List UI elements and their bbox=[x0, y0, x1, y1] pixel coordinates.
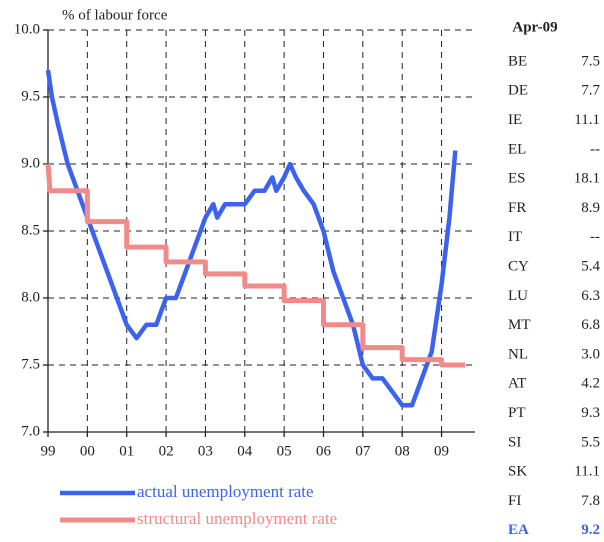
rate-value: 3.0 bbox=[581, 346, 600, 362]
rate-value: 18.1 bbox=[574, 171, 600, 187]
y-tick-label: 8.0 bbox=[21, 289, 40, 305]
rate-value: 9.3 bbox=[581, 405, 600, 421]
rate-value: 6.3 bbox=[581, 288, 600, 304]
country-code: AT bbox=[508, 376, 526, 392]
rate-value: 11.1 bbox=[574, 464, 600, 480]
rate-value: 5.5 bbox=[581, 434, 600, 450]
legend-label: structural unemployment rate bbox=[137, 509, 337, 528]
table-header: Apr-09 bbox=[512, 19, 557, 35]
country-code: IE bbox=[508, 112, 522, 128]
x-tick-label: 00 bbox=[80, 443, 95, 459]
x-tick-label: 04 bbox=[237, 443, 253, 459]
x-tick-label: 09 bbox=[434, 443, 449, 459]
country-code: EL bbox=[508, 141, 526, 157]
country-code: IT bbox=[508, 229, 522, 245]
x-tick-label: 08 bbox=[395, 443, 410, 459]
country-code: BE bbox=[508, 53, 527, 69]
y-tick-label: 10.0 bbox=[14, 21, 40, 37]
series-line bbox=[45, 69, 458, 408]
x-tick-label: 01 bbox=[119, 443, 134, 459]
rate-value: 7.8 bbox=[581, 493, 600, 509]
country-code: SI bbox=[508, 434, 521, 450]
country-code: MT bbox=[508, 317, 531, 333]
x-tick-label: 06 bbox=[316, 443, 332, 459]
y-tick-label: 7.5 bbox=[21, 356, 40, 372]
rate-value: 5.4 bbox=[581, 259, 600, 275]
country-code: PT bbox=[508, 405, 526, 421]
y-axis-label: % of labour force bbox=[62, 7, 168, 23]
country-code: DE bbox=[508, 83, 528, 99]
rate-value: 7.7 bbox=[581, 83, 600, 99]
rate-value: 6.8 bbox=[581, 317, 600, 333]
legend-label: actual unemployment rate bbox=[137, 482, 314, 501]
rate-value: 4.2 bbox=[581, 376, 600, 392]
y-tick-label: 8.5 bbox=[21, 222, 40, 238]
x-tick-label: 03 bbox=[198, 443, 213, 459]
country-code: EA bbox=[508, 522, 529, 538]
x-tick-label: 07 bbox=[355, 443, 371, 459]
y-tick-label: 9.5 bbox=[21, 88, 40, 104]
rate-value: -- bbox=[590, 141, 600, 157]
y-tick-label: 7.0 bbox=[21, 423, 40, 439]
country-code: NL bbox=[508, 346, 528, 362]
country-code: LU bbox=[508, 288, 528, 304]
country-code: SK bbox=[508, 464, 527, 480]
country-code: ES bbox=[508, 171, 526, 187]
country-code: FI bbox=[508, 493, 521, 509]
country-code: FR bbox=[508, 200, 526, 216]
rate-value: 7.5 bbox=[581, 53, 600, 69]
x-tick-label: 05 bbox=[277, 443, 292, 459]
rate-value: 8.9 bbox=[581, 200, 600, 216]
series-line bbox=[45, 163, 466, 368]
x-tick-label: 99 bbox=[41, 443, 56, 459]
y-tick-label: 9.0 bbox=[21, 155, 40, 171]
rate-value: 9.2 bbox=[581, 522, 600, 538]
x-tick-label: 02 bbox=[159, 443, 174, 459]
rate-value: 11.1 bbox=[574, 112, 600, 128]
rate-value: -- bbox=[590, 229, 600, 245]
country-code: CY bbox=[508, 259, 529, 275]
